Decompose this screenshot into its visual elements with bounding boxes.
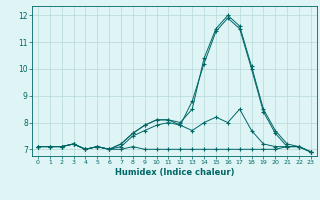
X-axis label: Humidex (Indice chaleur): Humidex (Indice chaleur)	[115, 168, 234, 177]
